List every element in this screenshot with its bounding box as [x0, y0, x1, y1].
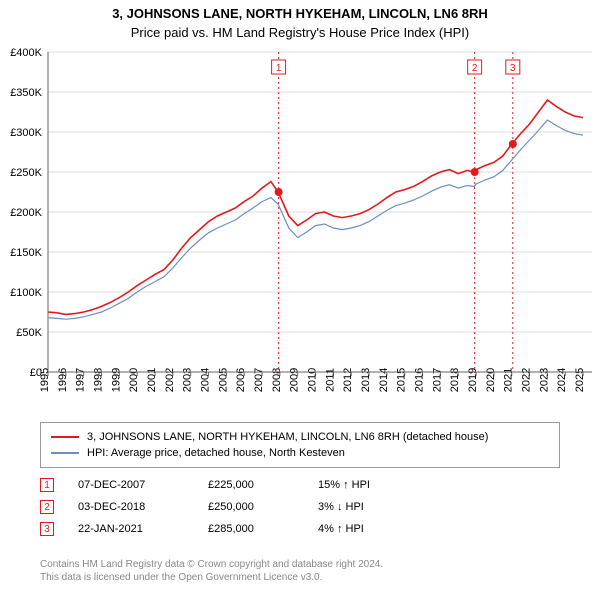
svg-text:1998: 1998	[93, 368, 105, 392]
svg-text:2: 2	[472, 63, 478, 74]
event-date: 07-DEC-2007	[78, 479, 208, 491]
svg-text:£350K: £350K	[10, 87, 42, 99]
sale-events-table: 1 07-DEC-2007 £225,000 15% ↑ HPI 2 03-DE…	[40, 474, 560, 540]
event-price: £285,000	[208, 523, 318, 535]
svg-text:2014: 2014	[378, 368, 390, 392]
svg-text:1999: 1999	[110, 368, 122, 392]
svg-text:2006: 2006	[235, 368, 247, 392]
svg-text:2024: 2024	[556, 368, 568, 392]
svg-text:2013: 2013	[360, 368, 372, 392]
event-hpi: 4% ↑ HPI	[318, 523, 438, 535]
svg-text:2023: 2023	[538, 368, 550, 392]
chart-title-line1: 3, JOHNSONS LANE, NORTH HYKEHAM, LINCOLN…	[0, 0, 600, 21]
event-price: £250,000	[208, 501, 318, 513]
svg-text:2018: 2018	[449, 368, 461, 392]
svg-text:2005: 2005	[217, 368, 229, 392]
svg-text:2003: 2003	[182, 368, 194, 392]
chart-title-line2: Price paid vs. HM Land Registry's House …	[0, 21, 600, 46]
svg-text:2007: 2007	[253, 368, 265, 392]
svg-text:2000: 2000	[128, 368, 140, 392]
legend-swatch-property	[51, 436, 79, 438]
svg-text:2012: 2012	[342, 368, 354, 392]
svg-text:2016: 2016	[414, 368, 426, 392]
svg-text:1: 1	[276, 63, 282, 74]
svg-text:2019: 2019	[467, 368, 479, 392]
svg-text:2008: 2008	[271, 368, 283, 392]
event-date: 03-DEC-2018	[78, 501, 208, 513]
legend-label-property: 3, JOHNSONS LANE, NORTH HYKEHAM, LINCOLN…	[87, 431, 488, 443]
attribution: Contains HM Land Registry data © Crown c…	[40, 558, 383, 584]
event-row: 2 03-DEC-2018 £250,000 3% ↓ HPI	[40, 496, 560, 518]
attribution-line1: Contains HM Land Registry data © Crown c…	[40, 558, 383, 571]
svg-text:£300K: £300K	[10, 127, 42, 139]
svg-text:2002: 2002	[164, 368, 176, 392]
event-marker-3: 3	[40, 522, 54, 536]
svg-text:1996: 1996	[57, 368, 69, 392]
chart-area: £0£50K£100K£150K£200K£250K£300K£350K£400…	[0, 46, 600, 416]
svg-text:2021: 2021	[503, 368, 515, 392]
svg-text:2010: 2010	[307, 368, 319, 392]
svg-text:£50K: £50K	[16, 327, 42, 339]
event-price: £225,000	[208, 479, 318, 491]
svg-text:2004: 2004	[200, 368, 212, 392]
svg-text:£250K: £250K	[10, 167, 42, 179]
event-row: 3 22-JAN-2021 £285,000 4% ↑ HPI	[40, 518, 560, 540]
event-row: 1 07-DEC-2007 £225,000 15% ↑ HPI	[40, 474, 560, 496]
svg-text:2015: 2015	[396, 368, 408, 392]
legend-item-property: 3, JOHNSONS LANE, NORTH HYKEHAM, LINCOLN…	[51, 429, 549, 445]
svg-text:£100K: £100K	[10, 287, 42, 299]
svg-text:2001: 2001	[146, 368, 158, 392]
event-marker-2: 2	[40, 500, 54, 514]
svg-text:1995: 1995	[39, 368, 51, 392]
chart-svg: £0£50K£100K£150K£200K£250K£300K£350K£400…	[0, 46, 600, 416]
legend-label-hpi: HPI: Average price, detached house, Nort…	[87, 447, 345, 459]
event-date: 22-JAN-2021	[78, 523, 208, 535]
svg-text:£200K: £200K	[10, 207, 42, 219]
legend-item-hpi: HPI: Average price, detached house, Nort…	[51, 445, 549, 461]
event-hpi: 3% ↓ HPI	[318, 501, 438, 513]
svg-text:2022: 2022	[521, 368, 533, 392]
legend-swatch-hpi	[51, 452, 79, 454]
svg-text:2020: 2020	[485, 368, 497, 392]
svg-text:2017: 2017	[431, 368, 443, 392]
svg-text:3: 3	[510, 63, 516, 74]
event-hpi: 15% ↑ HPI	[318, 479, 438, 491]
svg-text:2025: 2025	[574, 368, 586, 392]
event-marker-1: 1	[40, 478, 54, 492]
svg-text:2009: 2009	[289, 368, 301, 392]
attribution-line2: This data is licensed under the Open Gov…	[40, 571, 383, 584]
legend: 3, JOHNSONS LANE, NORTH HYKEHAM, LINCOLN…	[40, 422, 560, 468]
svg-text:£150K: £150K	[10, 247, 42, 259]
svg-text:£400K: £400K	[10, 47, 42, 59]
svg-text:1997: 1997	[75, 368, 87, 392]
